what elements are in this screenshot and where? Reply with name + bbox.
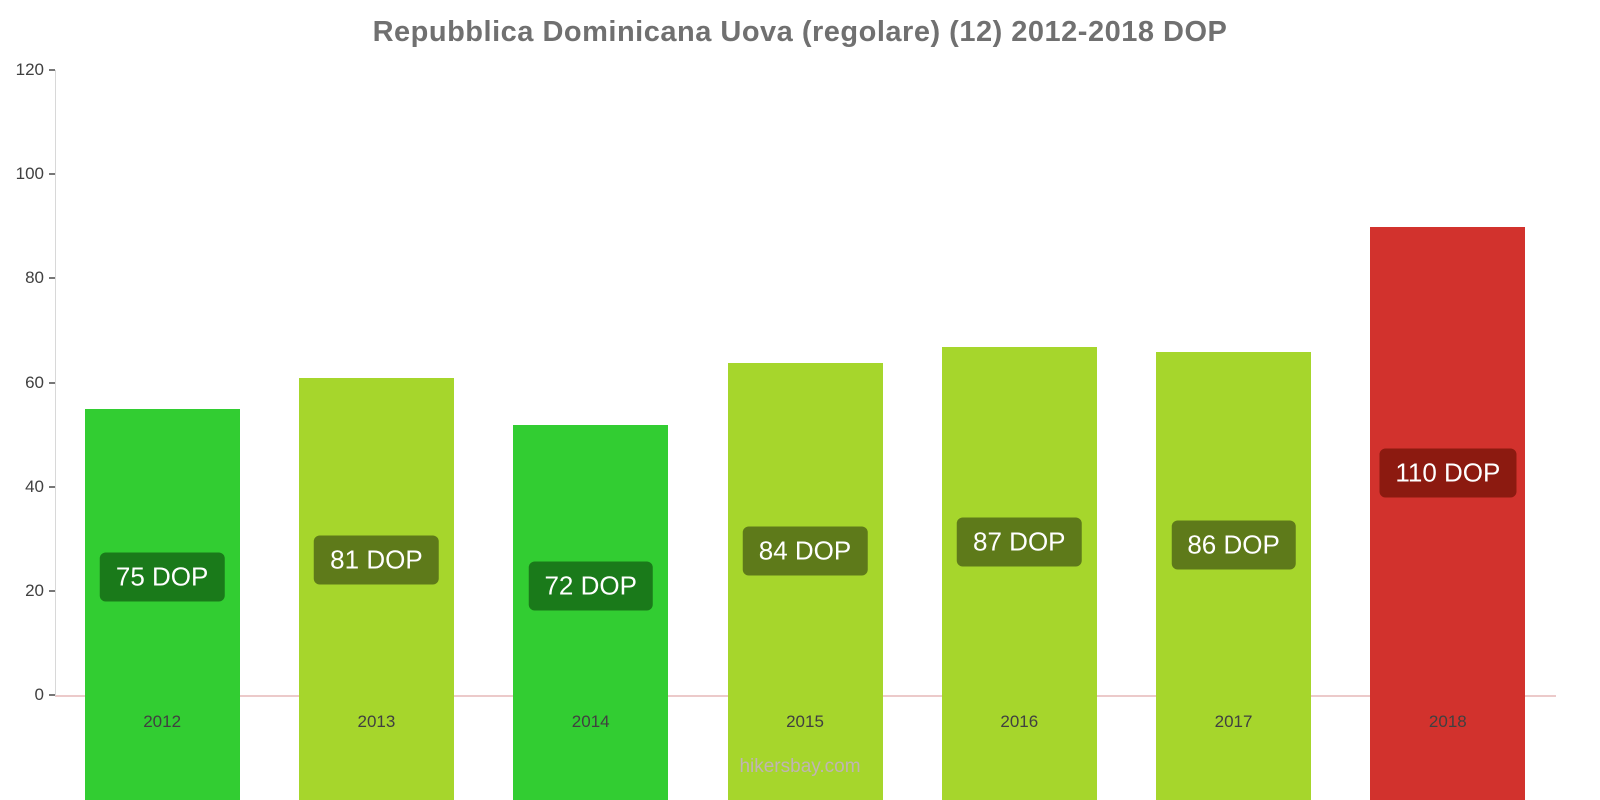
bar-value-label: 72 DOP <box>528 561 653 611</box>
y-tick-label: 0 <box>34 685 44 704</box>
bar-value-label: 87 DOP <box>957 517 1082 567</box>
x-tick-label: 2016 <box>1000 712 1039 731</box>
bar-2013[interactable]: 81 DOP <box>298 378 454 800</box>
y-tick-mark <box>49 694 55 696</box>
y-tick-label: 120 <box>15 60 44 79</box>
x-tick-label: 2018 <box>1428 712 1467 731</box>
chart-title: Repubblica Dominicana Uova (regolare) (1… <box>372 16 1228 48</box>
y-tick-mark <box>49 69 55 71</box>
bar-rect-2012[interactable] <box>84 409 240 800</box>
bar-2012[interactable]: 75 DOP <box>84 409 240 800</box>
bar-value-label: 84 DOP <box>742 526 868 576</box>
y-tick-mark <box>49 173 55 176</box>
bar-2016[interactable]: 87 DOP <box>941 346 1097 800</box>
bar-value-label: 75 DOP <box>99 552 225 602</box>
y-tick-mark <box>49 589 55 592</box>
bar-rect-2017[interactable] <box>1156 352 1312 800</box>
x-tick-label: 2014 <box>571 712 610 731</box>
y-tick-label: 60 <box>25 372 44 392</box>
x-tick-label: 2017 <box>1214 712 1253 731</box>
bar-rect-2015[interactable] <box>727 362 883 800</box>
bar-2018[interactable]: 110 DOP <box>1370 227 1526 800</box>
y-tick-mark <box>49 381 55 384</box>
y-tick-mark <box>49 277 55 280</box>
bar-rect-2016[interactable] <box>941 346 1097 800</box>
x-tick-label: 2015 <box>786 712 824 731</box>
watermark-text: hikersbay.com <box>739 756 861 777</box>
y-tick-label: 100 <box>15 164 44 184</box>
y-tick-label: 40 <box>25 476 44 496</box>
bar-rect-2013[interactable] <box>298 378 454 800</box>
bar-2014[interactable]: 72 DOP <box>513 425 669 800</box>
x-tick-label: 2012 <box>143 712 182 731</box>
bar-rect-2014[interactable] <box>513 425 669 800</box>
bar-rect-2018[interactable] <box>1370 227 1526 800</box>
bar-value-label: 86 DOP <box>1171 520 1296 570</box>
bar-value-label: 110 DOP <box>1379 448 1517 498</box>
y-tick-label: 80 <box>25 268 44 288</box>
bar-value-label: 81 DOP <box>314 535 439 585</box>
bar-2017[interactable]: 86 DOP <box>1156 352 1312 800</box>
y-tick-label: 20 <box>25 580 44 600</box>
bar-2015[interactable]: 84 DOP <box>727 362 883 800</box>
y-tick-mark <box>49 485 55 488</box>
x-tick-label: 2013 <box>357 712 396 731</box>
